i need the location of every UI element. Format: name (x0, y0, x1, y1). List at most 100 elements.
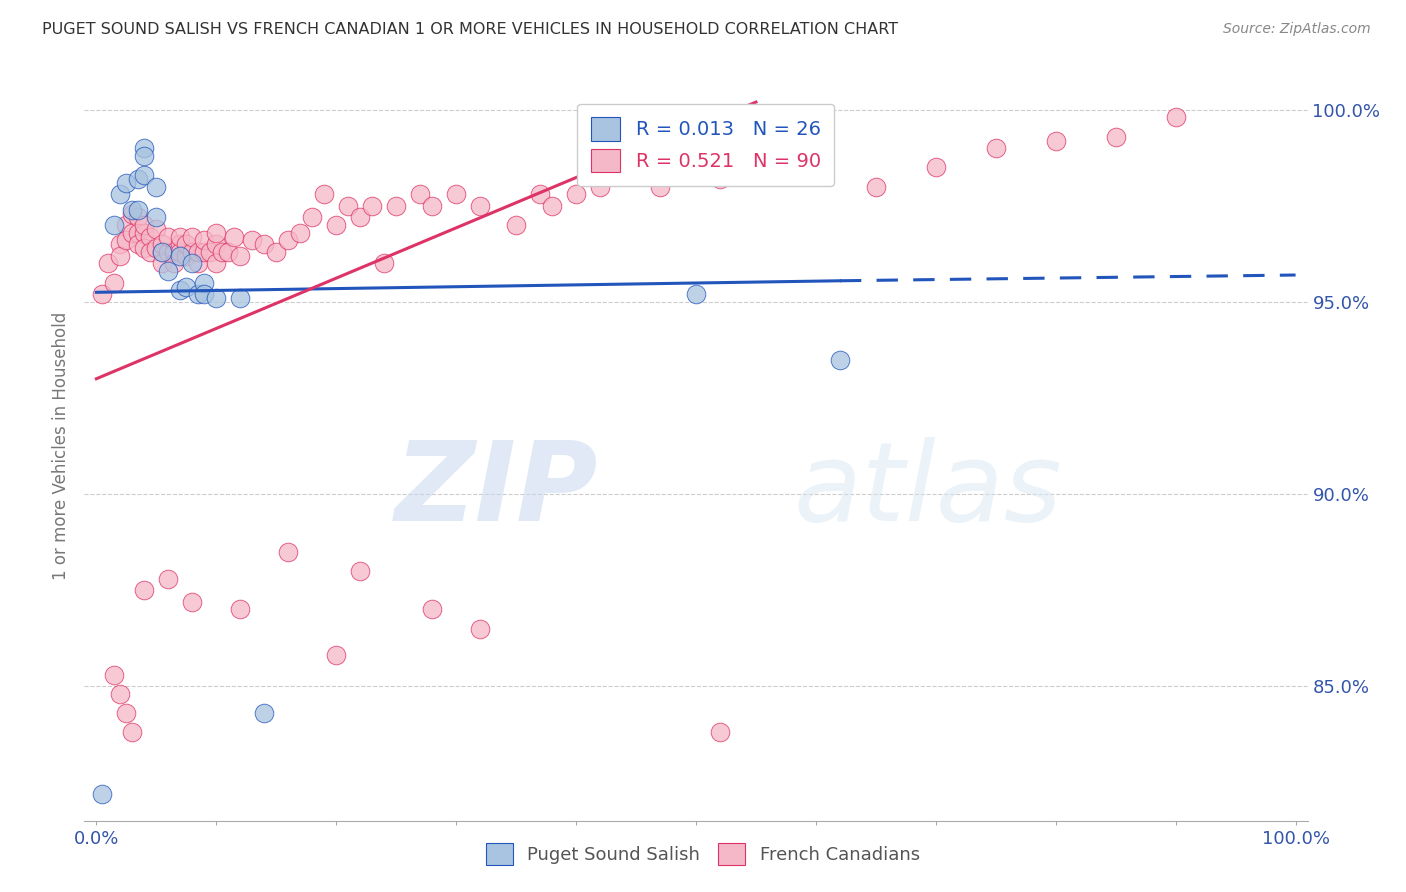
Point (193, 287, 215, 301)
Point (277, 234, 299, 248)
Point (97, 256, 120, 270)
Point (121, 206, 143, 220)
Point (1045, 134, 1067, 148)
Point (127, 172, 149, 186)
Point (1164, 111, 1187, 125)
Point (134, 149, 156, 163)
Point (264, 244, 287, 259)
Point (181, 594, 204, 608)
Point (110, 249, 132, 263)
Point (121, 226, 143, 240)
Text: atlas: atlas (794, 437, 1063, 544)
Point (157, 264, 180, 278)
Point (145, 211, 167, 225)
Point (181, 256, 204, 270)
Point (505, 218, 527, 232)
Point (145, 241, 167, 255)
Point (217, 244, 239, 259)
Point (150, 237, 173, 252)
Point (187, 244, 209, 259)
Point (648, 179, 671, 194)
Point (103, 218, 125, 232)
Point (325, 218, 347, 232)
Point (541, 199, 564, 213)
Point (103, 276, 125, 290)
Point (139, 244, 162, 259)
Point (91, 287, 114, 301)
Point (589, 179, 612, 194)
Point (709, 725, 731, 739)
Point (134, 583, 156, 598)
Point (301, 211, 323, 225)
Point (103, 667, 125, 681)
Point (163, 244, 186, 259)
Point (277, 544, 299, 558)
Point (229, 602, 252, 616)
Point (420, 199, 443, 213)
Point (174, 249, 197, 263)
Point (828, 352, 851, 367)
Point (444, 187, 467, 202)
Point (110, 187, 132, 202)
Point (205, 237, 228, 252)
Point (361, 199, 384, 213)
Point (193, 244, 215, 259)
Point (134, 241, 156, 255)
Point (169, 249, 191, 263)
Point (193, 276, 215, 290)
Point (290, 226, 312, 240)
Point (420, 602, 443, 616)
Point (780, 161, 803, 175)
Point (193, 234, 215, 248)
Point (565, 187, 588, 202)
Point (121, 725, 143, 739)
Point (134, 218, 156, 232)
Point (373, 256, 395, 270)
Point (385, 199, 408, 213)
Point (134, 226, 156, 240)
Point (174, 237, 197, 252)
Point (157, 572, 180, 586)
Point (157, 229, 180, 244)
Point (115, 234, 138, 248)
Text: ZIP: ZIP (395, 437, 598, 544)
Point (115, 706, 138, 720)
Point (150, 244, 173, 259)
Point (325, 648, 347, 663)
Point (145, 222, 167, 236)
Point (174, 279, 197, 293)
Point (337, 199, 360, 213)
Point (468, 622, 491, 636)
Point (253, 706, 276, 720)
Point (205, 226, 228, 240)
Point (169, 229, 191, 244)
Point (115, 218, 138, 232)
Point (187, 256, 209, 270)
Point (181, 244, 204, 259)
Point (169, 237, 191, 252)
Legend: R = 0.013   N = 26, R = 0.521   N = 90: R = 0.013 N = 26, R = 0.521 N = 90 (578, 103, 834, 186)
Point (349, 564, 371, 578)
Point (709, 172, 731, 186)
Legend: Puget Sound Salish, French Canadians: Puget Sound Salish, French Canadians (477, 834, 929, 874)
Point (349, 211, 371, 225)
Text: PUGET SOUND SALISH VS FRENCH CANADIAN 1 OR MORE VEHICLES IN HOUSEHOLD CORRELATIO: PUGET SOUND SALISH VS FRENCH CANADIAN 1 … (42, 22, 898, 37)
Point (139, 229, 162, 244)
Point (211, 244, 233, 259)
Text: Source: ZipAtlas.com: Source: ZipAtlas.com (1223, 22, 1371, 37)
Point (314, 187, 336, 202)
Point (127, 211, 149, 225)
Point (121, 202, 143, 217)
Point (127, 226, 149, 240)
Point (984, 141, 1007, 155)
Point (205, 256, 228, 270)
Point (115, 176, 138, 190)
Point (169, 244, 191, 259)
Point (409, 187, 432, 202)
Point (127, 237, 149, 252)
Point (205, 291, 228, 305)
Point (134, 141, 156, 155)
Point (181, 229, 204, 244)
Point (229, 249, 252, 263)
Point (145, 179, 167, 194)
